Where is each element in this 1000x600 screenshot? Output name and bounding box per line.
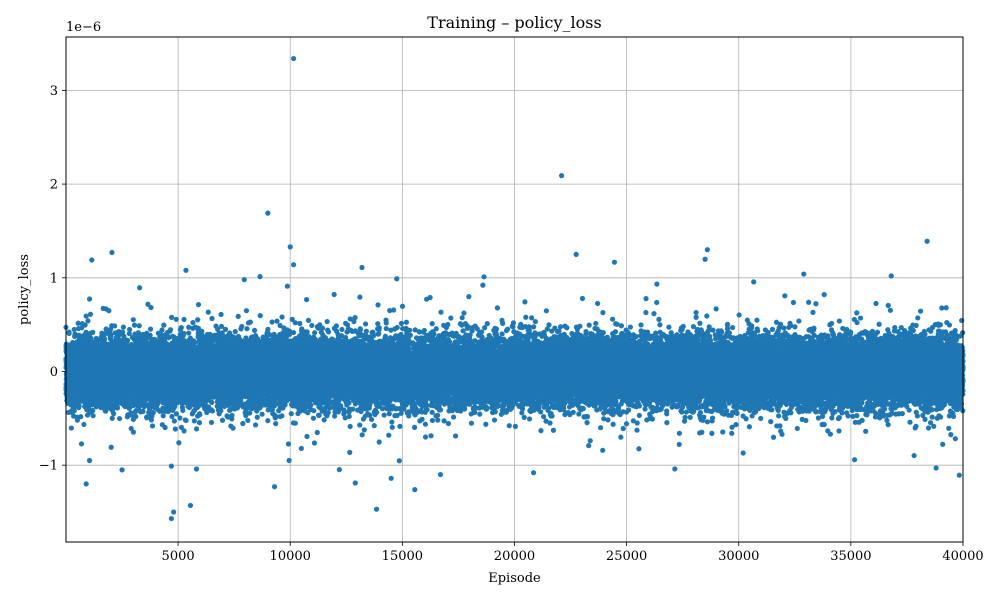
scatter-point (81, 422, 86, 427)
scatter-point (102, 336, 107, 341)
scatter-point (121, 325, 126, 330)
scatter-point (67, 331, 72, 336)
scatter-point (90, 408, 95, 413)
scatter-point (79, 441, 84, 446)
scatter-point (87, 296, 92, 301)
scatter-point (90, 413, 95, 418)
scatter-point (88, 312, 93, 317)
scatter-point (109, 445, 114, 450)
scatter-point (112, 323, 117, 328)
scatter-point (72, 408, 77, 413)
scatter-point (111, 411, 116, 416)
scatter-point (115, 405, 120, 410)
scatter-point (85, 318, 90, 323)
scatter-point (77, 403, 82, 408)
scatter-point (110, 416, 115, 421)
scatter-point (128, 410, 133, 415)
scatter-point (117, 416, 122, 421)
scatter-point (78, 414, 83, 419)
scatter-point (90, 330, 95, 335)
scatter-point (125, 338, 130, 343)
scatter-point (127, 327, 132, 332)
scatter-point (106, 308, 111, 313)
scatter-point (72, 327, 77, 332)
scatter-point (69, 425, 74, 430)
